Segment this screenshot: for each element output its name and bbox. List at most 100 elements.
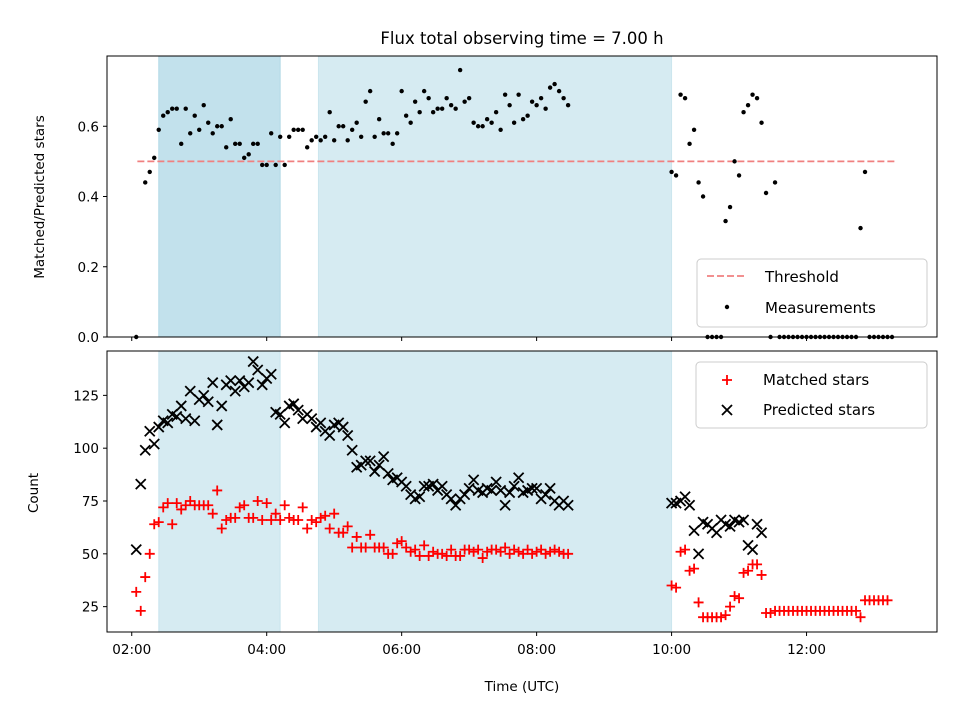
measurement-point bbox=[498, 127, 503, 132]
legend-measurements-swatch bbox=[724, 304, 730, 310]
legend-matched-swatch bbox=[722, 375, 732, 385]
predicted-star-point bbox=[530, 482, 543, 494]
predicted-star-point bbox=[459, 489, 471, 501]
measurement-point bbox=[417, 110, 422, 115]
predicted-star-point bbox=[171, 410, 183, 423]
top-y-tick-label: 0.0 bbox=[78, 330, 99, 346]
predicted-star-point bbox=[688, 524, 700, 537]
predicted-star-point bbox=[737, 514, 750, 526]
measurement-point bbox=[390, 141, 395, 147]
x-tick-label: 12:00 bbox=[787, 642, 826, 658]
matched-star-point bbox=[396, 536, 407, 547]
measurement-point bbox=[170, 106, 175, 111]
predicted-star-point bbox=[216, 400, 228, 412]
measurement-point bbox=[466, 95, 472, 101]
top-shaded-interval bbox=[158, 55, 281, 338]
measurement-point bbox=[421, 88, 427, 94]
matched-star-point bbox=[527, 548, 538, 559]
measurement-point bbox=[471, 120, 476, 125]
predicted-star-point bbox=[225, 374, 237, 387]
bottom-legend-box bbox=[695, 361, 928, 429]
x-tick-label: 06:00 bbox=[382, 642, 421, 658]
matched-star-point bbox=[851, 605, 862, 616]
measurement-point bbox=[678, 92, 683, 97]
top-y-tick-label: 0.6 bbox=[78, 119, 99, 135]
matched-star-point bbox=[405, 546, 416, 557]
predicted-star-point bbox=[360, 455, 372, 467]
predicted-star-point bbox=[288, 398, 300, 410]
measurement-point bbox=[858, 225, 863, 231]
measurement-point bbox=[556, 88, 562, 94]
x-axis-label: Time (UTC) bbox=[484, 679, 560, 695]
predicted-star-point bbox=[751, 518, 763, 530]
measurement-point bbox=[453, 106, 458, 111]
matched-star-point bbox=[306, 515, 317, 526]
matched-star-point bbox=[765, 607, 776, 618]
measurement-point bbox=[201, 102, 206, 108]
matched-star-point bbox=[140, 572, 151, 583]
matched-star-point bbox=[149, 519, 160, 530]
measurement-point bbox=[772, 180, 778, 185]
measurement-point bbox=[763, 190, 769, 196]
predicted-star-point bbox=[198, 389, 210, 402]
measurement-point bbox=[673, 173, 679, 178]
predicted-star-point bbox=[427, 478, 439, 490]
measurement-point bbox=[354, 120, 359, 125]
matched-star-point bbox=[680, 544, 691, 555]
predicted-star-point bbox=[315, 417, 327, 429]
measurement-point bbox=[399, 88, 404, 94]
predicted-star-point bbox=[337, 421, 349, 433]
matched-star-point bbox=[531, 546, 542, 557]
bottom-y-tick-label: 125 bbox=[73, 388, 99, 404]
matched-star-point bbox=[720, 610, 731, 621]
measurement-point bbox=[736, 173, 742, 178]
measurement-point bbox=[327, 110, 332, 115]
measurement-point bbox=[412, 99, 418, 104]
predicted-star-point bbox=[247, 355, 259, 368]
matched-star-point bbox=[549, 544, 560, 555]
measurement-point bbox=[331, 138, 337, 143]
predicted-star-point bbox=[562, 499, 574, 511]
matched-star-point bbox=[279, 500, 290, 511]
measurement-point bbox=[484, 117, 490, 122]
top-legend-box bbox=[696, 258, 928, 328]
measurement-point bbox=[430, 110, 436, 115]
matched-star-point bbox=[540, 548, 551, 559]
measurement-point bbox=[529, 99, 535, 104]
top-shaded-interval bbox=[317, 55, 673, 338]
measurement-point bbox=[291, 127, 296, 132]
bottom-y-tick-label: 100 bbox=[73, 441, 99, 457]
matched-star-point bbox=[239, 500, 250, 511]
matched-star-point bbox=[203, 500, 214, 511]
measurement-point bbox=[525, 113, 530, 118]
bottom-y-axis-label: Count bbox=[26, 473, 42, 513]
measurement-point bbox=[161, 113, 166, 118]
measurement-point bbox=[224, 145, 229, 150]
matched-star-point bbox=[671, 582, 682, 593]
predicted-star-point bbox=[400, 480, 412, 492]
matched-star-point bbox=[882, 595, 893, 606]
measurement-point bbox=[255, 141, 260, 147]
matched-star-point bbox=[342, 521, 353, 532]
measurement-point bbox=[336, 124, 341, 129]
matched-star-point bbox=[324, 523, 335, 534]
measurement-point bbox=[300, 127, 305, 132]
measurement-point bbox=[759, 120, 764, 125]
matched-star-point bbox=[230, 512, 241, 523]
predicted-star-point bbox=[746, 543, 759, 556]
x-tick-label: 04:00 bbox=[247, 642, 286, 658]
bottom-y-tick-label: 50 bbox=[82, 547, 99, 563]
legend-measurements-label: Measurements bbox=[765, 299, 876, 317]
predicted-star-point bbox=[364, 455, 376, 467]
matched-star-point bbox=[725, 601, 736, 612]
matched-star-point bbox=[234, 502, 245, 513]
predicted-star-point bbox=[526, 482, 538, 494]
measurement-point bbox=[192, 113, 197, 118]
matched-star-point bbox=[171, 498, 182, 509]
matched-star-point bbox=[207, 508, 218, 519]
predicted-star-point bbox=[468, 474, 480, 486]
matched-star-point bbox=[756, 569, 767, 580]
predicted-star-point bbox=[207, 377, 219, 389]
matched-star-point bbox=[491, 544, 502, 555]
matched-star-point bbox=[144, 548, 155, 559]
